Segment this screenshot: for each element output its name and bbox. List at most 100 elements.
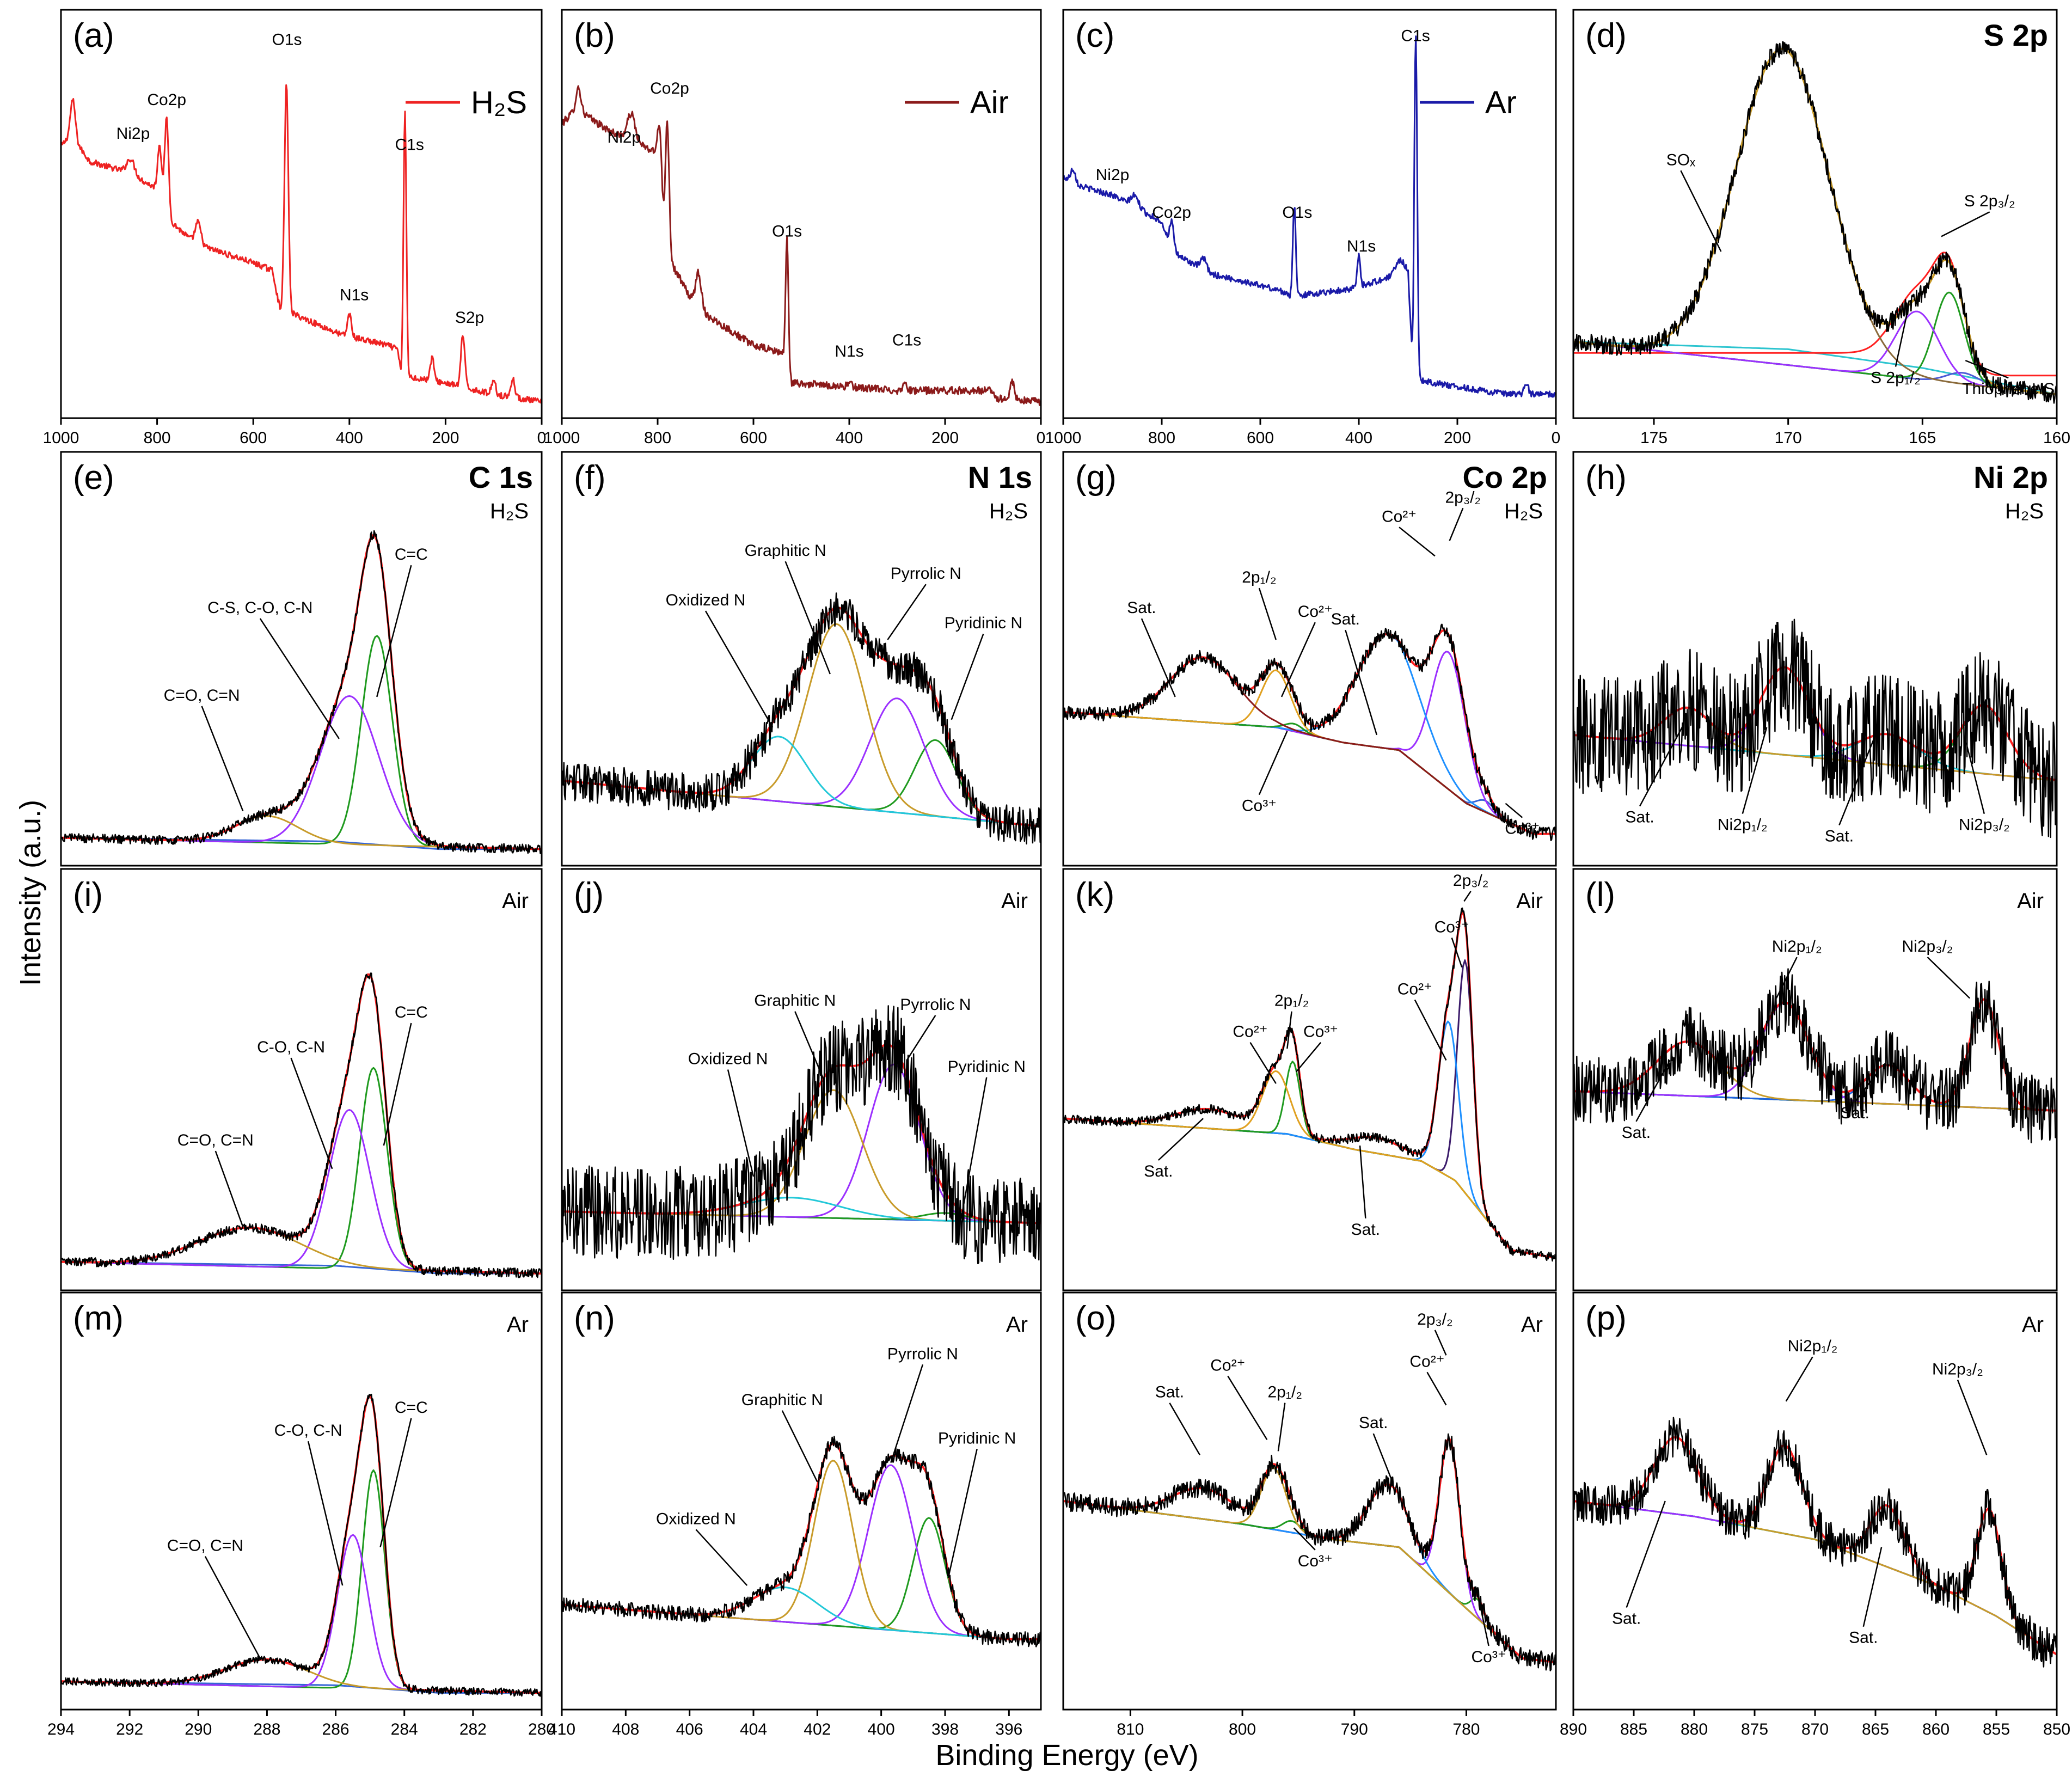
panel-j-annotation-arrow	[906, 1015, 936, 1061]
panel-a-annotation: N1s	[340, 286, 369, 304]
panel-k-letter: (k)	[1075, 876, 1114, 914]
panel-o-series-co3-2p3-2	[1063, 1500, 1556, 1663]
panel-a-xtick-label: 0	[537, 429, 547, 447]
panel-j-annotation: Pyrrolic N	[900, 996, 971, 1014]
panel-a-frame	[60, 9, 543, 419]
panel-i-annotation-arrow	[383, 1022, 412, 1146]
panel-n-xtick-label: 400	[868, 1720, 895, 1738]
panel-b-xtick-label: 200	[931, 429, 959, 447]
panel-g-title: Co 2p	[1462, 460, 1547, 494]
panel-a-letter: (a)	[73, 17, 114, 54]
panel-n-annotation-arrow	[947, 1449, 978, 1578]
panel-e-annotation-arrow	[201, 706, 244, 812]
panel-j-annotation-arrow	[794, 1011, 825, 1080]
panel-d-series-raw	[1573, 41, 2057, 404]
panel-m: 294 292 290 288 286 284 282 280 (m) Ar C=O, C=N C-O…	[47, 1291, 555, 1738]
panel-o-condition: Ar	[1521, 1313, 1543, 1337]
panel-o-annotation-arrow	[1434, 1330, 1447, 1356]
panel-k-annotation-arrow	[1157, 1118, 1204, 1161]
panel-p-annotation: Sat.	[1849, 1629, 1878, 1647]
panel-j-condition: Air	[1001, 889, 1028, 913]
panel-m-series-fit-sum	[61, 1394, 542, 1694]
panel-c-series-ar-survey	[1063, 35, 1556, 398]
panel-o-annotation-arrow	[1169, 1403, 1201, 1456]
panel-g-annotation-arrow	[1345, 629, 1378, 736]
panel-o-annotation: Sat.	[1155, 1383, 1184, 1401]
panel-n-xtick-label: 396	[995, 1720, 1022, 1738]
panel-e-plot-area	[61, 530, 542, 854]
panel-m-series-c-c	[61, 1469, 542, 1694]
panel-f-annotation: Pyridinic N	[945, 614, 1022, 632]
panel-e-annotation: C-S, C-O, C-N	[207, 599, 312, 617]
panel-d-plot-area	[1573, 41, 2057, 404]
panel-m-xtick-label: 280	[528, 1720, 555, 1738]
panel-m-plot-area	[61, 1393, 542, 1698]
panel-k-annotation: 2p₁/₂	[1274, 992, 1309, 1010]
panel-j-letter: (j)	[574, 876, 604, 914]
y-axis-label: Intensity (a.u.)	[14, 800, 47, 986]
panel-n: 410 408 406 404 402 400 398 396 (n) Ar Graphitic N…	[548, 1291, 1042, 1738]
panel-d-annotation: SOₓ	[1666, 151, 1695, 169]
panel-l: (l) Air Ni2p₁/₂ Ni2p₃/₂ Sat. Sat.	[1572, 868, 2058, 1291]
panel-a-xtick-label: 600	[240, 429, 267, 447]
panel-l-annotation: Sat.	[1622, 1124, 1651, 1142]
panel-o-series-co2-2p3-2	[1063, 1439, 1556, 1663]
panel-c-xtick-label: 400	[1345, 429, 1372, 447]
panel-e-series-fit-sum	[61, 534, 542, 850]
panel-e: (e) C 1s H₂S C=O, C=N C-S, C-O, C-N C=C	[60, 451, 543, 867]
panel-f-condition: H₂S	[989, 499, 1028, 523]
panel-o-annotation-arrow	[1277, 1403, 1286, 1452]
panel-e-title: C 1s	[469, 460, 533, 494]
panel-f-letter: (f)	[574, 459, 606, 497]
panel-h-annotation-arrow	[1639, 727, 1683, 807]
panel-a-annotation: O1s	[272, 31, 302, 49]
panel-l-annotation-arrow	[1927, 957, 1971, 999]
panel-f-annotation: Oxidized N	[666, 591, 746, 609]
panel-k-frame	[1062, 868, 1557, 1291]
panel-o-annotation-arrow	[1227, 1375, 1268, 1440]
panel-g-series-co2-2p3-2	[1063, 651, 1556, 835]
panel-j-annotation: Graphitic N	[754, 992, 836, 1010]
panel-k-annotation-arrow	[1295, 1042, 1322, 1073]
panel-n-annotation: Pyrrolic N	[887, 1345, 958, 1363]
panel-g-frame	[1062, 451, 1557, 867]
panel-f-annotation-arrow	[951, 633, 984, 720]
panel-l-letter: (l)	[1585, 876, 1615, 914]
panel-i-annotation-arrow	[214, 1150, 244, 1228]
panel-i-series-c-c	[61, 1067, 542, 1275]
panel-k-annotation: Co²⁺	[1233, 1023, 1267, 1041]
panel-b-annotation: Ni2p	[608, 128, 641, 146]
panel-b-plot-area	[562, 85, 1041, 406]
panel-k-series-raw	[1063, 907, 1556, 1262]
panel-n-frame	[561, 1291, 1042, 1711]
panel-k-annotation: 2p₃/₂	[1453, 872, 1489, 890]
panel-m-annotation-arrow	[204, 1556, 261, 1659]
panel-n-condition: Ar	[1006, 1313, 1028, 1337]
panel-b-xtick-label: 0	[1037, 429, 1046, 447]
panel-a: 1000 800 600 400 200 0 (a) H₂S O1s Co2p Ni2p C1s N1s…	[43, 9, 547, 447]
panel-p-xtick-label: 885	[1620, 1720, 1647, 1738]
panel-d-annotation-arrow	[1680, 170, 1722, 252]
panel-o-annotation: Co³⁺	[1298, 1552, 1333, 1570]
panel-g-annotation-arrow	[1280, 622, 1316, 697]
panel-g-plot-area	[1063, 623, 1556, 842]
panel-e-annotation: C=C	[395, 546, 428, 564]
panel-l-annotation: Ni2p₁/₂	[1772, 938, 1822, 956]
panel-o-annotation-arrow	[1293, 1527, 1316, 1551]
panel-g-annotation: Co²⁺	[1382, 507, 1417, 525]
panel-l-frame	[1572, 868, 2058, 1291]
panel-i-annotation-arrow	[290, 1057, 333, 1169]
panel-d-annotation-arrow	[1895, 304, 1910, 367]
panel-m-annotation: C=C	[395, 1399, 428, 1417]
panel-g-annotation-arrow	[1258, 731, 1288, 795]
panel-g-annotation-arrow	[1141, 618, 1176, 697]
panel-o-annotation: 2p₃/₂	[1417, 1310, 1453, 1328]
panel-c-xtick-label: 800	[1148, 429, 1175, 447]
panel-d: 175 170 165 160 (d) S 2p SOₓ S 2p₃/₂ S 2p₁/₂ Thio…	[1572, 9, 2070, 447]
panel-m-xtick-label: 290	[185, 1720, 212, 1738]
panel-f: (f) N 1s H₂S Graphitic N Oxidized N Pyrrolic …	[561, 451, 1042, 867]
panel-d-xtick-label: 170	[1775, 429, 1802, 447]
panel-p-xtick-label: 865	[1862, 1720, 1889, 1738]
panel-h: (h) Ni 2p H₂S Sat. Ni2p₁/₂ Sat. Ni2p₃/₂	[1572, 451, 2058, 867]
